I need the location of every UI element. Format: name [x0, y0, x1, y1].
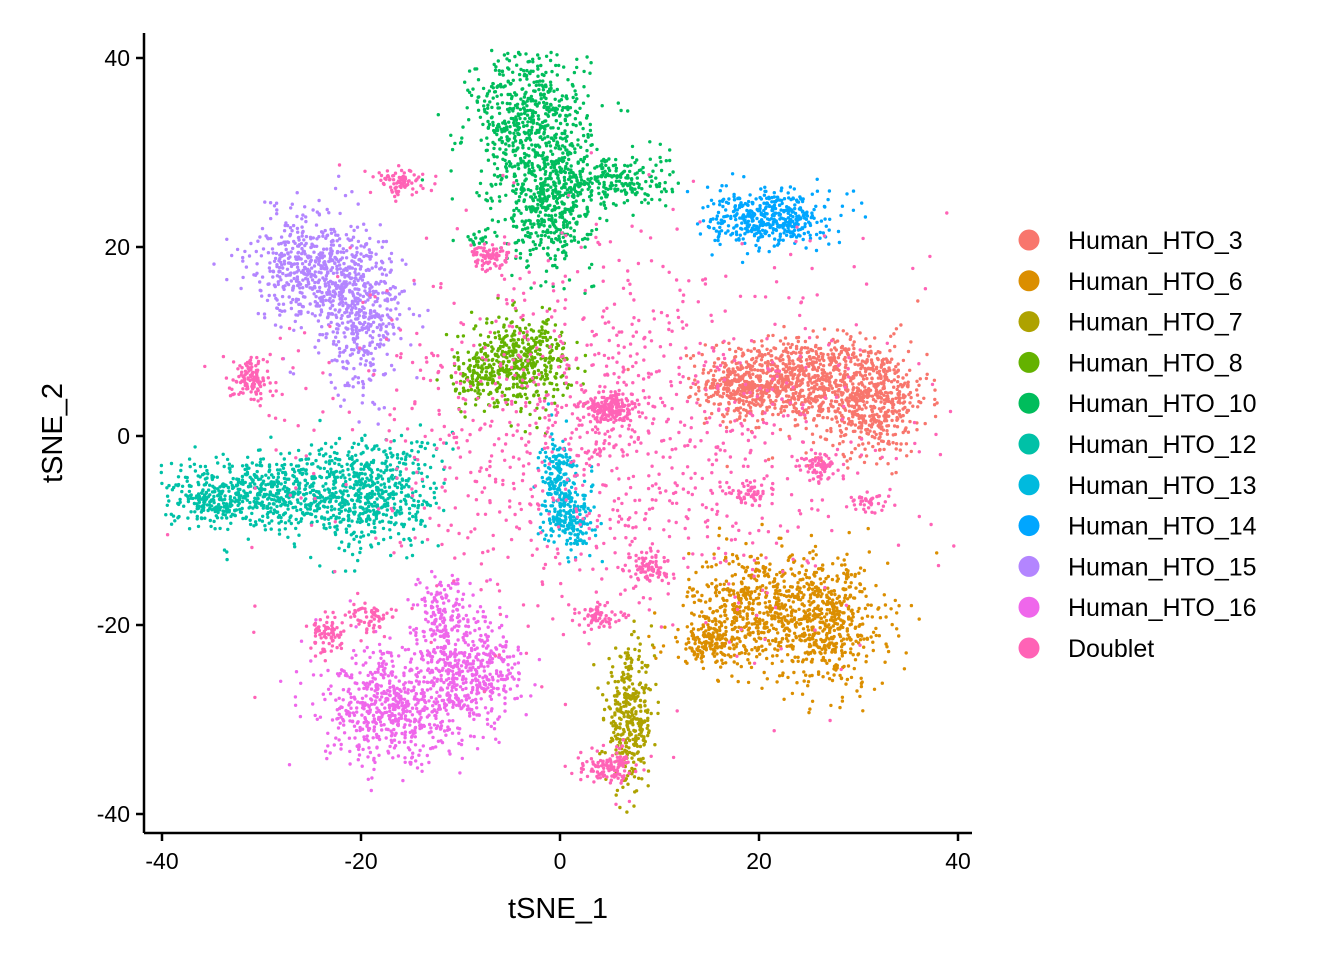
- series-human-hto-10: [420, 48, 680, 295]
- legend-key: [1018, 515, 1040, 537]
- x-axis-title: tSNE_1: [508, 893, 608, 925]
- legend-label: Doublet: [1068, 635, 1154, 663]
- series-human-hto-13: [532, 402, 604, 564]
- series-human-hto-16: [279, 569, 542, 793]
- x-tick-label: 20: [746, 848, 772, 874]
- legend-label: Human_HTO_15: [1068, 553, 1257, 581]
- y-axis-title: tSNE_2: [37, 383, 69, 483]
- y-tick-label: -40: [97, 801, 130, 827]
- legend-label: Human_HTO_8: [1068, 349, 1243, 377]
- legend-label: Human_HTO_16: [1068, 594, 1257, 622]
- series-doublet: [165, 151, 956, 806]
- legend-label: Human_HTO_3: [1068, 227, 1243, 255]
- legend-key: [1018, 229, 1040, 251]
- series-human-hto-15: [212, 174, 430, 426]
- legend-key: [1018, 392, 1040, 414]
- series-human-hto-6: [647, 522, 939, 715]
- legend: Human_HTO_3 Human_HTO_6 Human_HTO_7 Human_H…: [1018, 227, 1257, 663]
- points-layer: [159, 48, 956, 814]
- legend-label: Human_HTO_14: [1068, 513, 1257, 541]
- legend-key: [1018, 637, 1040, 659]
- x-tick-label: 40: [945, 848, 971, 874]
- x-tick-label: -20: [344, 848, 377, 874]
- y-tick-label: 40: [104, 45, 130, 71]
- legend-label: Human_HTO_13: [1068, 472, 1257, 500]
- legend-label: Human_HTO_10: [1068, 390, 1257, 418]
- series-human-hto-3: [626, 299, 939, 476]
- x-tick-label: 0: [554, 848, 567, 874]
- legend-key: [1018, 433, 1040, 455]
- series-human-hto-14: [685, 172, 868, 265]
- legend-label: Human_HTO_6: [1068, 268, 1243, 296]
- legend-key: [1018, 311, 1040, 333]
- legend-label: Human_HTO_12: [1068, 431, 1257, 459]
- legend-key: [1018, 270, 1040, 292]
- x-tick-label: -40: [145, 848, 178, 874]
- legend-key: [1018, 474, 1040, 496]
- series-human-hto-12: [159, 418, 455, 574]
- y-tick-label: 0: [117, 423, 130, 449]
- series-human-hto-7: [592, 619, 660, 814]
- axes: -40 -20 0 20 40 40 20 0 -20 -40: [97, 33, 972, 874]
- legend-key: [1018, 351, 1040, 373]
- legend-label: Human_HTO_7: [1068, 309, 1243, 337]
- series-human-hto-8: [435, 296, 588, 436]
- y-tick-label: -20: [97, 612, 130, 638]
- legend-key: [1018, 596, 1040, 618]
- y-tick-label: 20: [104, 234, 130, 260]
- legend-key: [1018, 555, 1040, 577]
